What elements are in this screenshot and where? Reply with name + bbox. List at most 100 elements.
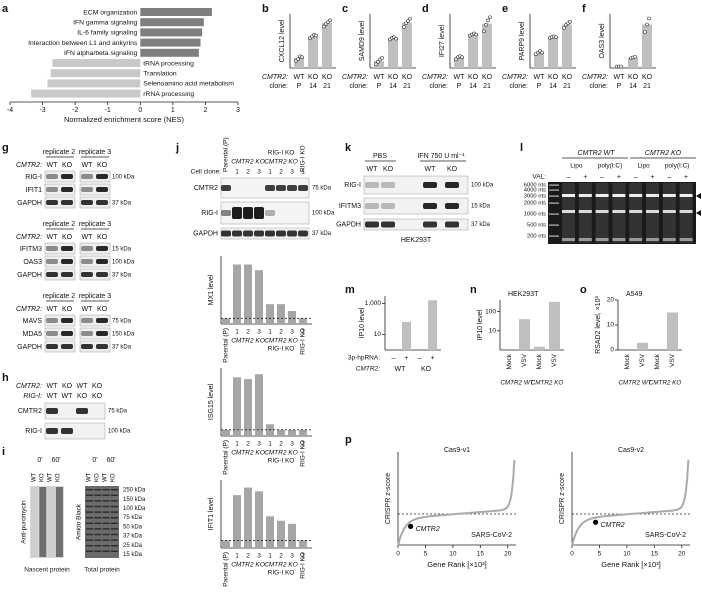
axis-label: OAS3 level — [599, 23, 606, 58]
label: KO — [77, 393, 88, 400]
label: 1 — [235, 553, 239, 560]
clone-label: 21 — [643, 83, 651, 90]
label: IFIT1 — [26, 187, 42, 194]
category-label: IFN gamma signaling — [73, 19, 137, 26]
label: 1 — [268, 329, 272, 336]
label: 1 — [301, 329, 305, 336]
axis-label: IFI27 level — [439, 24, 446, 57]
lane-band — [94, 545, 102, 547]
label: WT — [367, 166, 379, 173]
bar — [140, 28, 203, 37]
rna-band — [612, 238, 626, 241]
blot — [44, 327, 76, 340]
panel-letter: c — [342, 3, 348, 15]
label: CMTR2 KO — [645, 150, 682, 157]
label: Gene Rank [×10³] — [601, 560, 660, 569]
bar — [519, 319, 530, 350]
blot-band — [46, 259, 58, 264]
blot-band — [423, 221, 437, 228]
label: replicate 2 — [43, 221, 75, 228]
replicate-point — [402, 25, 406, 29]
label: CMTR2: — [502, 74, 528, 81]
blot-band — [81, 174, 93, 179]
blot-band — [46, 331, 58, 336]
lane-band — [86, 539, 93, 541]
label: KO — [56, 473, 62, 482]
label: Anti-puromycin — [21, 500, 28, 544]
bar — [642, 24, 652, 68]
blot-band — [81, 331, 93, 336]
blot-band — [287, 230, 297, 237]
blot-band — [96, 259, 108, 264]
bar — [288, 523, 296, 548]
blot-band — [81, 318, 93, 323]
replicate-point — [484, 22, 488, 27]
panel-letter: l — [520, 142, 523, 154]
tick-label: -1 — [105, 107, 111, 114]
blot-band — [445, 203, 459, 209]
panel-letter: p — [345, 434, 352, 446]
label: + — [583, 174, 587, 181]
replicate-point — [314, 33, 318, 38]
bar — [222, 318, 230, 324]
label: RIG-I — [344, 182, 361, 189]
rna-band — [662, 194, 676, 197]
label: 3000 nts — [524, 194, 546, 200]
label: Lipo — [570, 163, 583, 170]
replicate-point — [633, 54, 637, 59]
label: VSV — [669, 353, 676, 367]
label: replicate 3 — [79, 293, 111, 300]
blot-band — [381, 203, 395, 209]
bar — [322, 23, 332, 68]
genotype-label: KO — [562, 74, 573, 81]
lane-band — [94, 533, 102, 536]
rank-curve — [571, 459, 690, 546]
label: 3 — [257, 329, 261, 336]
lane-band — [86, 517, 93, 519]
bar — [244, 487, 252, 548]
rna-band — [646, 194, 659, 197]
panel-letter: e — [502, 3, 508, 15]
label: clone: — [589, 83, 608, 90]
label: CRISPR z-score — [385, 473, 392, 524]
bar — [222, 540, 230, 548]
blot-band — [254, 230, 264, 237]
label: 3 — [290, 553, 294, 560]
lane-band — [110, 539, 118, 541]
label: 2 — [279, 329, 283, 336]
label: WT — [395, 366, 407, 373]
blot-band — [61, 200, 73, 205]
lane-band — [86, 522, 93, 524]
label: + — [650, 174, 654, 181]
blot-band — [445, 221, 459, 228]
blot-band — [232, 230, 242, 237]
blot — [44, 402, 106, 420]
lane-band — [110, 550, 118, 552]
blot-band — [61, 428, 73, 434]
blot-band — [423, 203, 437, 209]
label: clone: — [349, 83, 368, 90]
blot — [44, 268, 76, 281]
label: + — [404, 355, 408, 362]
lane-band — [110, 533, 118, 536]
blot-band — [46, 272, 58, 277]
label: RIG-I KO — [300, 552, 307, 579]
tick-label: -2 — [72, 107, 78, 114]
label: RIG-I KO — [268, 346, 295, 353]
label: clone: — [429, 83, 448, 90]
label: RSAD2 level, ×10³ — [595, 295, 602, 353]
label: ISG15 level — [208, 383, 215, 420]
lane-band — [102, 528, 110, 530]
blot-band — [265, 210, 275, 216]
blot-band — [61, 246, 73, 251]
label: clone: — [269, 83, 288, 90]
genotype-label: KO — [402, 74, 413, 81]
lane-band — [94, 539, 102, 541]
label: KO — [97, 234, 108, 241]
blot-band — [298, 230, 308, 237]
label: IP10 level — [359, 307, 366, 338]
label: RIG-I KO — [300, 440, 307, 467]
lane-band — [110, 505, 118, 508]
replicate-point — [568, 19, 572, 24]
